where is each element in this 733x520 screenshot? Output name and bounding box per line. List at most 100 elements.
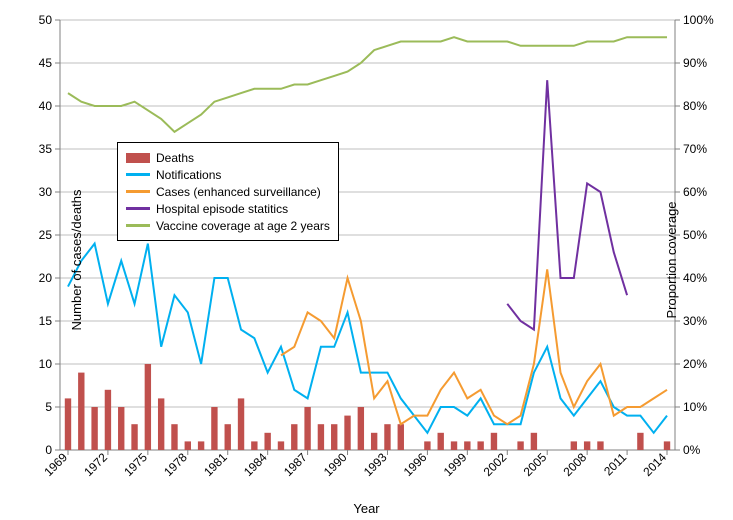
- bar-deaths: [584, 441, 590, 450]
- bar-deaths: [491, 433, 497, 450]
- x-tick-label: 1996: [401, 450, 430, 479]
- legend-item-coverage: Vaccine coverage at age 2 years: [126, 217, 330, 234]
- legend-swatch: [126, 224, 150, 227]
- legend-label: Deaths: [156, 151, 194, 165]
- bar-deaths: [105, 390, 111, 450]
- bar-deaths: [91, 407, 97, 450]
- y-right-tick-label: 50%: [683, 228, 707, 242]
- bar-deaths: [211, 407, 217, 450]
- y-left-tick-label: 0: [45, 443, 52, 457]
- bar-deaths: [438, 433, 444, 450]
- bar-deaths: [304, 407, 310, 450]
- y-left-tick-label: 15: [39, 314, 53, 328]
- bar-deaths: [371, 433, 377, 450]
- bar-deaths: [158, 398, 164, 450]
- y-left-tick-label: 25: [39, 228, 53, 242]
- x-tick-label: 2008: [560, 450, 589, 479]
- bar-deaths: [118, 407, 124, 450]
- legend-item-notifications: Notifications: [126, 166, 330, 183]
- x-axis-label: Year: [353, 501, 379, 516]
- x-tick-label: 2011: [601, 450, 629, 478]
- x-tick-label: 2014: [640, 450, 669, 479]
- bar-deaths: [171, 424, 177, 450]
- y-left-axis-label: Number of cases/deaths: [69, 190, 84, 331]
- y-left-tick-label: 5: [45, 400, 52, 414]
- y-right-tick-label: 20%: [683, 357, 707, 371]
- chart-container: 0 5 10 15 20 25 30 35 40 45 50 0% 10% 20% 30% 40% 50% 60%…: [0, 0, 733, 520]
- bar-deaths: [264, 433, 270, 450]
- legend-swatch: [126, 190, 150, 193]
- legend-swatch: [126, 207, 150, 210]
- legend-label: Notifications: [156, 168, 221, 182]
- bar-deaths: [637, 433, 643, 450]
- y-right-tick-label: 40%: [683, 271, 707, 285]
- bar-deaths: [451, 441, 457, 450]
- y-left-tick-label: 40: [39, 99, 53, 113]
- bar-deaths: [384, 424, 390, 450]
- y-right-tick-label: 90%: [683, 56, 707, 70]
- y-right-tick-label: 70%: [683, 142, 707, 156]
- x-tick-label: 1999: [441, 450, 470, 479]
- bar-deaths: [278, 441, 284, 450]
- bar-deaths: [344, 416, 350, 450]
- line-coverage: [68, 37, 667, 132]
- bar-deaths: [664, 441, 670, 450]
- x-tick-label: 1981: [201, 450, 230, 479]
- y-left-tick-label: 50: [39, 13, 53, 27]
- bar-deaths: [464, 441, 470, 450]
- bar-deaths: [358, 407, 364, 450]
- legend-label: Hospital episode statitics: [156, 202, 288, 216]
- y-right-tick-label: 0%: [683, 443, 701, 457]
- x-tick-label: 1987: [281, 450, 310, 479]
- legend-box: Deaths Notifications Cases (enhanced surve…: [117, 142, 339, 241]
- y-right-tick-label: 10%: [683, 400, 707, 414]
- bar-deaths: [517, 441, 523, 450]
- bar-deaths: [531, 433, 537, 450]
- bar-deaths: [185, 441, 191, 450]
- bar-deaths: [318, 424, 324, 450]
- y-left-tick-label: 20: [39, 271, 53, 285]
- legend-swatch: [126, 173, 150, 176]
- x-tick-label: 1993: [361, 450, 390, 479]
- legend-item-hospital: Hospital episode statitics: [126, 200, 330, 217]
- bar-deaths: [238, 398, 244, 450]
- bar-deaths: [65, 398, 71, 450]
- bar-deaths: [398, 424, 404, 450]
- line-notifications: [68, 244, 667, 433]
- bar-deaths: [251, 441, 257, 450]
- x-tick-label: 2002: [481, 450, 510, 479]
- x-tick-label: 1972: [81, 450, 110, 479]
- y-right-tick-label: 80%: [683, 99, 707, 113]
- bar-deaths: [198, 441, 204, 450]
- legend-label: Cases (enhanced surveillance): [156, 185, 321, 199]
- legend-swatch: [126, 153, 150, 163]
- bar-deaths: [225, 424, 231, 450]
- bar-deaths: [331, 424, 337, 450]
- x-tick-label: 1978: [161, 450, 190, 479]
- legend-label: Vaccine coverage at age 2 years: [156, 219, 330, 233]
- bar-deaths: [145, 364, 151, 450]
- line-enhanced: [281, 269, 667, 424]
- y-right-axis-label: Proportion coverage: [664, 201, 679, 318]
- y-left-tick-label: 35: [39, 142, 53, 156]
- bar-deaths: [571, 441, 577, 450]
- x-tick-label: 1975: [121, 450, 150, 479]
- y-left-tick-label: 45: [39, 56, 53, 70]
- x-tick-label: 1984: [241, 450, 270, 479]
- bar-deaths: [477, 441, 483, 450]
- x-tick-label: 2005: [521, 450, 550, 479]
- line-hospital: [507, 80, 627, 329]
- legend-item-enhanced: Cases (enhanced surveillance): [126, 183, 330, 200]
- legend-item-deaths: Deaths: [126, 149, 330, 166]
- chart-svg: 0 5 10 15 20 25 30 35 40 45 50 0% 10% 20% 30% 40% 50% 60%…: [0, 0, 733, 520]
- y-left-tick-label: 30: [39, 185, 53, 199]
- y-left-tick-label: 10: [39, 357, 53, 371]
- bar-deaths: [78, 373, 84, 450]
- y-right-tick-label: 100%: [683, 13, 714, 27]
- x-tick-label: 1990: [321, 450, 350, 479]
- bar-deaths: [131, 424, 137, 450]
- bar-deaths: [424, 441, 430, 450]
- bar-deaths: [291, 424, 297, 450]
- y-right-tick-label: 60%: [683, 185, 707, 199]
- y-right-tick-label: 30%: [683, 314, 707, 328]
